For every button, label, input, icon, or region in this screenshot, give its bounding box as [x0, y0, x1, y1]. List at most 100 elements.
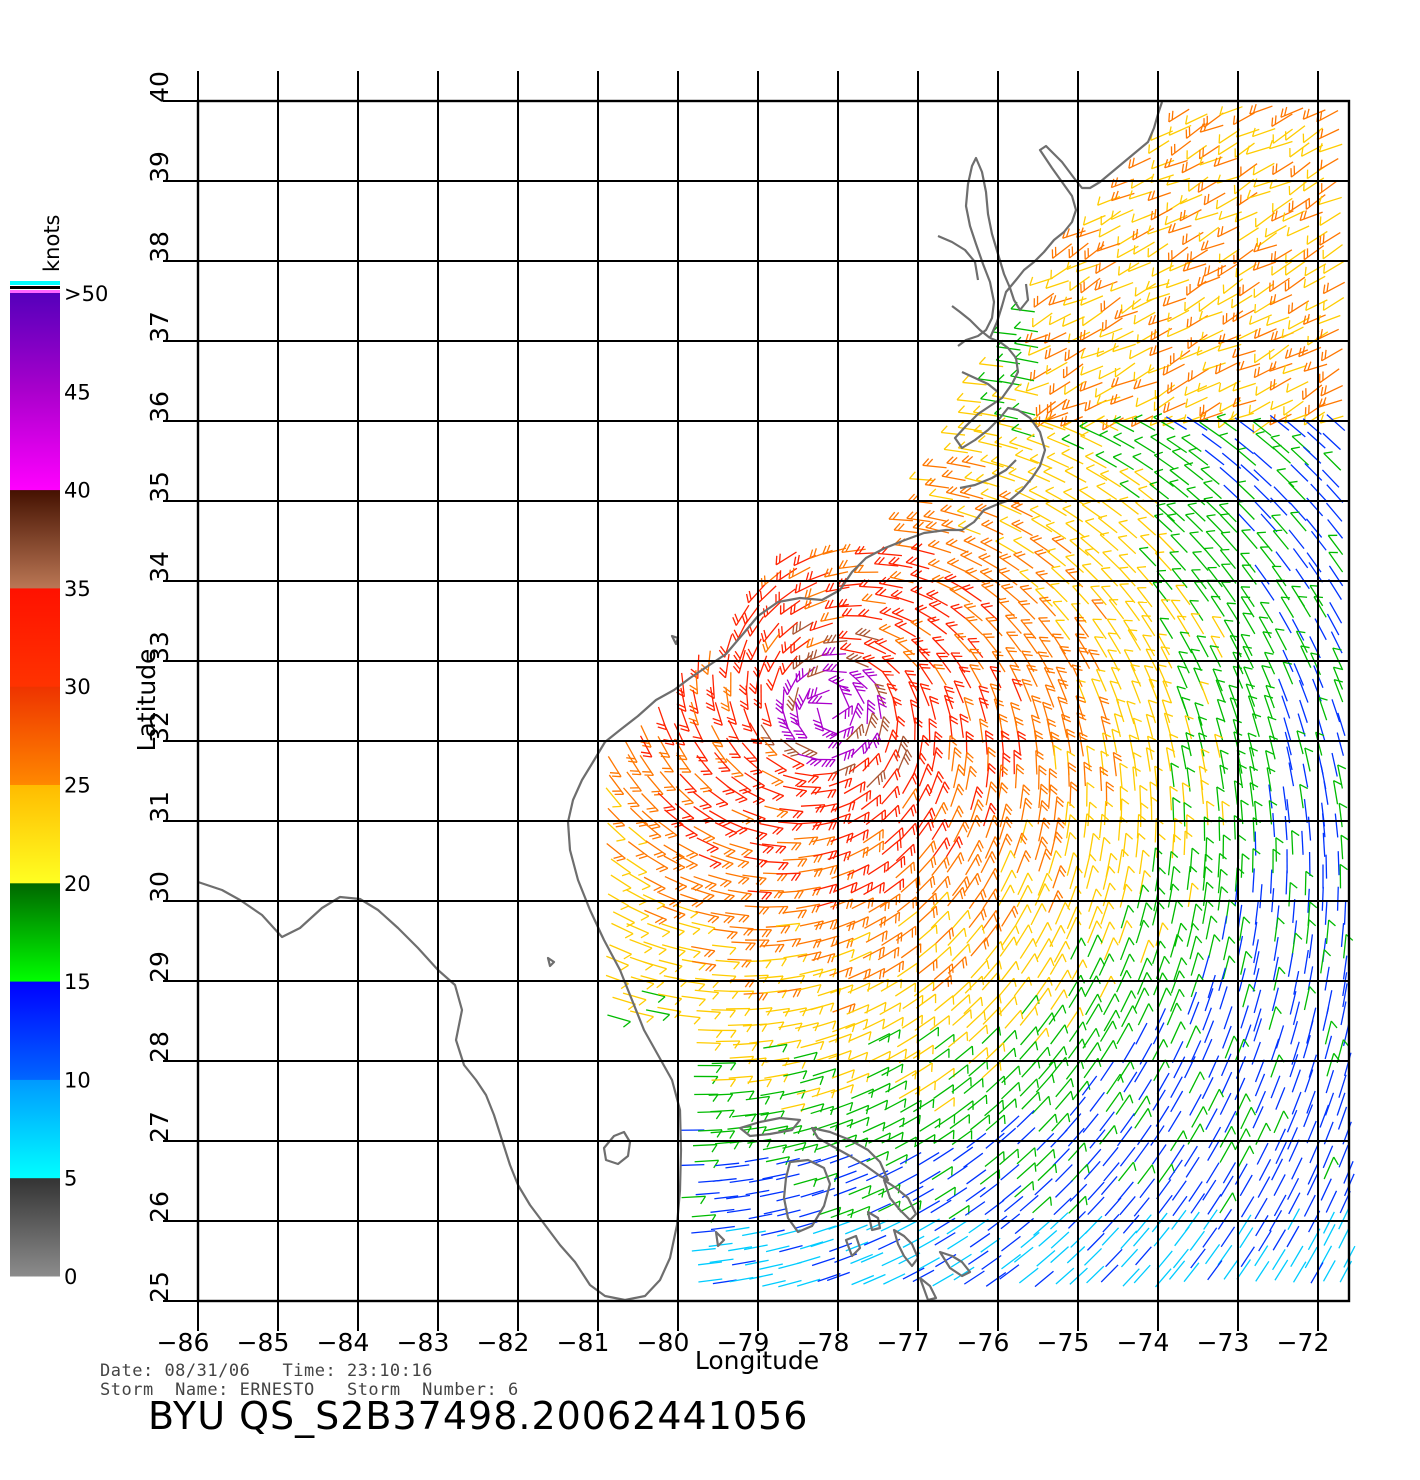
wind-barb — [1245, 683, 1256, 707]
wind-barb — [782, 1141, 807, 1152]
wind-barb — [981, 1026, 1002, 1044]
wind-barb — [1119, 1112, 1135, 1134]
wind-barb — [1068, 1021, 1087, 1043]
storm-number-label: Storm Number: — [346, 1380, 498, 1400]
wind-barb — [1169, 865, 1181, 891]
wind-barb — [1219, 1141, 1237, 1163]
longitude-tick-label: −74 — [1117, 1328, 1170, 1357]
wind-barb — [782, 1007, 808, 1017]
wind-barb — [1336, 886, 1339, 911]
wind-barb — [1217, 1208, 1233, 1230]
wind-barb — [918, 807, 936, 829]
wind-barb — [680, 1163, 705, 1167]
wind-barb — [1051, 633, 1067, 655]
wind-barb — [930, 910, 951, 929]
wind-barb — [1284, 276, 1306, 292]
wind-barb — [1086, 1265, 1105, 1284]
wind-barb — [1119, 762, 1128, 788]
colorbar-tick-label: 45 — [64, 380, 91, 404]
wind-barb — [783, 1070, 808, 1080]
wind-barb — [918, 1026, 940, 1042]
wind-barb — [982, 1006, 1002, 1025]
wind-barb — [945, 836, 963, 858]
wind-barb — [1291, 1069, 1301, 1093]
wind-barb — [1166, 326, 1190, 338]
wind-barb — [822, 663, 847, 674]
wind-barb — [913, 1098, 935, 1113]
wind-barb — [1087, 1181, 1105, 1201]
wind-barb — [1064, 347, 1086, 362]
wind-barb — [934, 781, 950, 805]
wind-barb — [712, 944, 737, 955]
time-value: 23:10:16 — [346, 1361, 433, 1381]
wind-barb — [912, 752, 927, 777]
wind-barb — [705, 686, 716, 712]
wind-barb — [1011, 519, 1033, 537]
wind-barb — [677, 821, 698, 839]
date-value: 08/31/06 — [164, 1361, 251, 1381]
wind-barb — [1274, 1128, 1286, 1151]
wind-barb — [1254, 299, 1276, 314]
wind-barb — [697, 1064, 723, 1074]
wind-barb — [932, 837, 951, 858]
wind-barb — [1170, 1090, 1184, 1113]
wind-barb — [1219, 1092, 1232, 1115]
wind-barb — [1170, 1144, 1185, 1166]
wind-barb — [924, 477, 950, 489]
wind-barb — [713, 928, 738, 940]
wind-barb — [1067, 1211, 1086, 1229]
wind-barb — [725, 872, 750, 885]
wind-barb — [952, 1009, 973, 1026]
wind-barb — [918, 648, 936, 669]
wind-barb — [1021, 1091, 1041, 1110]
wind-barb — [1084, 517, 1105, 537]
wind-barb — [809, 548, 833, 559]
wind-barb — [852, 682, 866, 705]
wind-barb — [1152, 1089, 1166, 1111]
wind-barb — [1105, 1091, 1124, 1112]
wind-barb — [1045, 361, 1068, 375]
wind-barb — [897, 1172, 920, 1186]
wind-barb — [1253, 485, 1272, 503]
wind-barb — [1168, 1260, 1186, 1280]
wind-barb — [1342, 972, 1348, 997]
wind-barb — [888, 511, 913, 522]
wind-barb — [943, 442, 968, 454]
wind-barb — [1105, 1248, 1123, 1268]
wind-barb — [1264, 224, 1287, 238]
longitude-tick-label: −77 — [877, 1328, 930, 1357]
wind-barb — [927, 616, 948, 635]
wind-barb — [762, 1279, 786, 1287]
wind-barb — [918, 905, 938, 923]
wind-barb — [762, 1173, 787, 1180]
wind-barb — [1063, 488, 1085, 506]
wind-barb — [884, 1098, 907, 1111]
wind-barb — [951, 1129, 973, 1146]
wind-barb — [1023, 633, 1039, 655]
wind-barb — [1087, 801, 1098, 827]
wind-barb — [696, 837, 719, 854]
wind-barb — [626, 905, 650, 921]
wind-barb — [1200, 779, 1210, 804]
wind-barb — [1286, 225, 1310, 237]
wind-barb — [947, 927, 967, 946]
wind-barb — [1172, 1195, 1188, 1217]
wind-barb — [1222, 834, 1232, 859]
wind-barb — [712, 1029, 737, 1039]
wind-barb — [1083, 813, 1094, 838]
wind-barb — [851, 1274, 875, 1286]
wind-barb — [1231, 294, 1253, 309]
wind-barb — [1163, 402, 1186, 414]
wind-barb — [961, 584, 982, 602]
wind-barb — [1272, 956, 1279, 981]
date-time-line: Date: 08/31/06 Time: 23:10:16 — [100, 1361, 433, 1381]
wind-barb — [1221, 1071, 1233, 1095]
wind-barb — [1096, 482, 1118, 501]
wind-barb — [1167, 222, 1192, 234]
coastline-gulf-florida — [197, 336, 1047, 1302]
wind-barb — [1062, 421, 1086, 437]
wind-barb — [1052, 865, 1067, 889]
wind-barb — [1217, 886, 1229, 911]
wind-barb — [806, 649, 830, 662]
wind-barb — [1247, 732, 1257, 757]
